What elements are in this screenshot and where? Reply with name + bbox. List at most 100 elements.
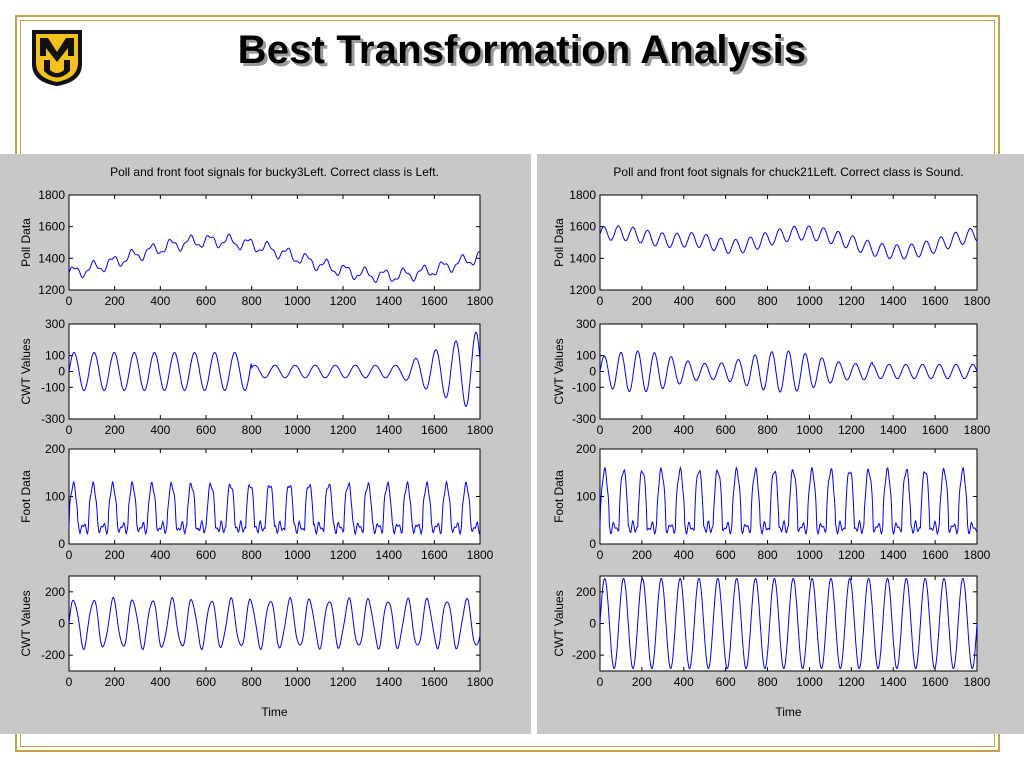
y-tick-label: 1400 — [569, 251, 596, 265]
series-line — [68, 233, 481, 283]
series-line — [599, 350, 978, 393]
y-tick-label: 200 — [576, 585, 596, 599]
x-tick-label: 1800 — [467, 548, 494, 562]
x-tick-label: 1000 — [796, 548, 823, 562]
x-tick-label: 800 — [758, 294, 778, 308]
x-tick-label: 800 — [242, 548, 262, 562]
subplot-3: 0 100 200 0 200 400 600 800 1000 1200 1400 1600 1800… — [19, 442, 494, 562]
y-tick-label: 0 — [58, 537, 65, 551]
x-tick-label: 1200 — [838, 548, 865, 562]
x-tick-label: 0 — [597, 294, 604, 308]
x-tick-label: 1800 — [964, 294, 991, 308]
plot-area — [68, 448, 481, 545]
y-axis-label: Poll Data — [19, 218, 33, 267]
plot-area — [599, 323, 978, 420]
subplot-3: 0 100 200 0 200 400 600 800 1000 1200 1400 1600 1800… — [552, 442, 991, 562]
x-tick-label: 400 — [150, 548, 170, 562]
y-axis-label: Foot Data — [552, 470, 566, 523]
x-tick-label: 1000 — [284, 294, 311, 308]
y-tick-label: -200 — [572, 648, 596, 662]
mu-logo-icon — [32, 30, 82, 86]
x-tick-label: 400 — [150, 294, 170, 308]
x-tick-label: 200 — [105, 423, 125, 437]
x-tick-label: 1800 — [467, 675, 494, 689]
x-tick-label: 1600 — [421, 423, 448, 437]
x-tick-label: 200 — [632, 294, 652, 308]
series-line — [68, 596, 481, 651]
x-tick-label: 0 — [597, 423, 604, 437]
x-tick-label: 800 — [758, 675, 778, 689]
x-tick-label: 1400 — [375, 294, 402, 308]
x-axis-label: Time — [775, 705, 802, 719]
y-tick-label: 1600 — [38, 220, 65, 234]
x-tick-label: 800 — [758, 423, 778, 437]
x-tick-label: 1000 — [796, 675, 823, 689]
x-tick-label: 1200 — [330, 675, 357, 689]
x-tick-label: 600 — [196, 423, 216, 437]
y-tick-label: 0 — [58, 617, 65, 631]
x-tick-label: 1200 — [330, 423, 357, 437]
x-tick-label: 200 — [632, 548, 652, 562]
x-tick-label: 0 — [66, 675, 73, 689]
y-tick-label: 1800 — [569, 188, 596, 202]
x-tick-label: 0 — [597, 675, 604, 689]
subplot-1: 1200 1400 1600 1800 0 200 400 600 800 1000 1200 140… — [19, 188, 494, 308]
x-tick-label: 1600 — [922, 294, 949, 308]
y-tick-label: 1200 — [38, 283, 65, 297]
chart-left-svg: Poll and front foot signals for bucky3Le… — [19, 165, 494, 719]
y-tick-label: 200 — [45, 585, 65, 599]
y-tick-label: 200 — [45, 442, 65, 456]
x-tick-label: 400 — [674, 423, 694, 437]
x-tick-label: 800 — [242, 423, 262, 437]
x-tick-label: 600 — [716, 294, 736, 308]
x-tick-label: 0 — [66, 548, 73, 562]
chart-title: Poll and front foot signals for bucky3Le… — [110, 165, 439, 179]
y-tick-label: -100 — [41, 380, 65, 394]
x-tick-label: 600 — [196, 548, 216, 562]
x-tick-label: 1800 — [467, 294, 494, 308]
x-tick-label: 1000 — [284, 423, 311, 437]
y-tick-label: 100 — [45, 349, 65, 363]
x-tick-label: 800 — [242, 294, 262, 308]
y-tick-label: 100 — [45, 490, 65, 504]
y-axis-label: CWT Values — [19, 590, 33, 656]
x-tick-label: 1600 — [922, 548, 949, 562]
x-tick-label: 400 — [674, 548, 694, 562]
y-tick-label: 1200 — [569, 283, 596, 297]
x-tick-label: 1800 — [467, 423, 494, 437]
series-line — [68, 480, 481, 536]
series-line — [68, 331, 481, 407]
y-axis-label: CWT Values — [552, 590, 566, 656]
x-tick-label: 200 — [632, 423, 652, 437]
x-tick-label: 1400 — [375, 675, 402, 689]
x-tick-label: 1400 — [880, 423, 907, 437]
series-line — [599, 225, 978, 260]
y-tick-label: 300 — [45, 317, 65, 331]
y-tick-label: -300 — [572, 412, 596, 426]
chart-panel-right: Poll and front foot signals for chuck21L… — [537, 154, 1024, 734]
x-tick-label: 400 — [674, 294, 694, 308]
x-tick-label: 1200 — [330, 294, 357, 308]
x-tick-label: 600 — [716, 548, 736, 562]
x-tick-label: 1000 — [796, 294, 823, 308]
chart-title: Poll and front foot signals for chuck21L… — [613, 165, 963, 179]
plot-area — [599, 194, 978, 291]
plot-area — [68, 575, 481, 672]
x-tick-label: 1200 — [838, 675, 865, 689]
y-axis-label: CWT Values — [19, 338, 33, 404]
x-tick-label: 600 — [196, 675, 216, 689]
y-tick-label: -300 — [41, 412, 65, 426]
x-tick-label: 1000 — [284, 548, 311, 562]
y-tick-label: 1800 — [38, 188, 65, 202]
x-tick-label: 0 — [66, 423, 73, 437]
y-tick-label: 0 — [589, 365, 596, 379]
x-tick-label: 1600 — [922, 423, 949, 437]
y-axis-label: Poll Data — [552, 218, 566, 267]
x-tick-label: 200 — [105, 675, 125, 689]
x-tick-label: 1800 — [964, 423, 991, 437]
subplot-1: 1200 1400 1600 1800 0 200 400 600 800 1000 1200 140… — [552, 188, 991, 308]
x-tick-label: 800 — [242, 675, 262, 689]
